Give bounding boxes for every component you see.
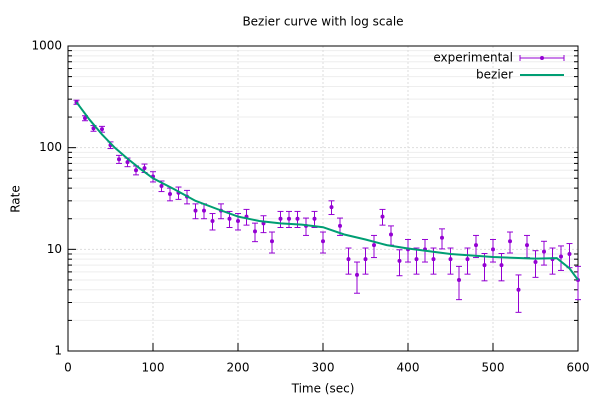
data-point [236, 218, 240, 223]
data-point [380, 214, 385, 219]
data-point [312, 216, 317, 221]
data-point [516, 287, 521, 292]
data-point [117, 157, 121, 162]
data-point [159, 183, 164, 188]
data-point [329, 205, 334, 210]
x-tick-label: 100 [142, 361, 165, 375]
data-point [431, 257, 436, 262]
data-point [457, 277, 461, 282]
data-point [355, 272, 359, 277]
data-point [321, 239, 325, 244]
data-point [210, 218, 215, 223]
data-point [465, 257, 470, 262]
plot-frame [67, 45, 579, 352]
data-point [414, 257, 419, 262]
y-axis-label: Rate [9, 185, 23, 213]
data-point [542, 249, 546, 254]
x-axis-label: Time (sec) [291, 382, 355, 396]
bezier-line [75, 101, 579, 281]
x-tick-label: 600 [567, 361, 590, 375]
data-point [134, 168, 138, 173]
data-point [372, 243, 376, 248]
x-tick-label: 400 [397, 361, 420, 375]
data-point [533, 260, 538, 265]
data-point [295, 216, 300, 221]
data-point [287, 216, 291, 221]
data-point [508, 239, 512, 244]
data-point [482, 263, 487, 268]
data-point [338, 223, 342, 228]
data-point [363, 257, 368, 262]
x-tick-label: 300 [312, 361, 335, 375]
y-tick-label: 1000 [31, 39, 62, 53]
data-point [270, 239, 274, 244]
data-point [193, 208, 198, 213]
y-tick-label: 1 [54, 344, 62, 358]
data-point [389, 232, 393, 237]
data-point [440, 235, 444, 240]
data-point [567, 251, 572, 256]
legend-swatch [540, 56, 544, 60]
x-tick-label: 0 [64, 361, 72, 375]
chart-title: Bezier curve with log scale [242, 15, 403, 29]
data-point [125, 160, 130, 165]
data-point [474, 243, 478, 248]
data-point [142, 166, 147, 171]
legend-label: bezier [476, 68, 513, 82]
data-point [202, 208, 206, 213]
data-point [448, 257, 453, 262]
legend-label: experimental [433, 51, 513, 65]
y-tick-label: 10 [47, 242, 62, 256]
data-point [525, 243, 529, 248]
data-point [83, 116, 87, 121]
data-point [91, 126, 96, 131]
data-point [168, 192, 172, 197]
data-point [559, 254, 563, 259]
data-point [346, 257, 351, 262]
data-point [278, 216, 283, 221]
data-point [491, 247, 495, 252]
data-point [397, 258, 402, 263]
y-tick-label: 100 [39, 140, 62, 154]
data-point [227, 216, 232, 221]
x-tick-label: 500 [482, 361, 505, 375]
data-point [100, 127, 104, 132]
x-tick-label: 200 [227, 361, 250, 375]
data-point [253, 229, 257, 234]
data-point [499, 263, 504, 268]
